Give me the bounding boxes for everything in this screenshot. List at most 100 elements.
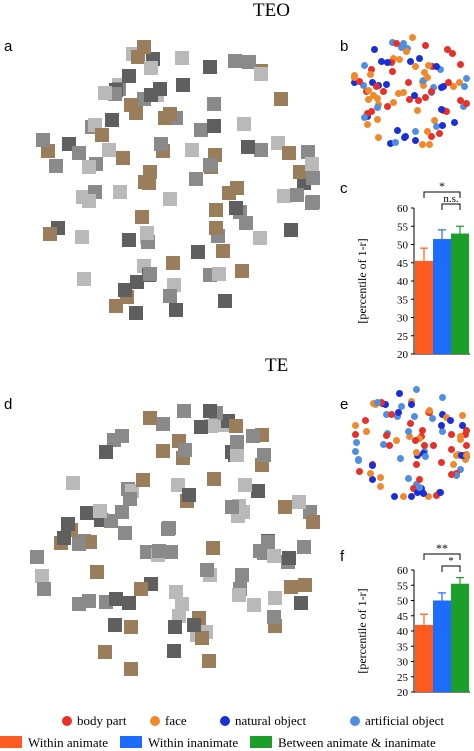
stimulus-dot: [369, 462, 377, 470]
stimulus-dot: [437, 488, 445, 496]
stimulus-thumbnail: [90, 565, 105, 580]
stimulus-dot: [364, 96, 372, 104]
stimulus-dot: [366, 469, 374, 477]
stimulus-thumbnail: [108, 591, 123, 606]
stimulus-dot: [418, 141, 426, 148]
stimulus-thumbnail: [130, 274, 145, 289]
stimulus-thumbnail: [72, 537, 87, 552]
stimulus-thumbnail: [185, 142, 200, 157]
stimulus-thumbnail: [124, 97, 139, 112]
stimulus-thumbnail: [151, 543, 166, 558]
stimulus-dot: [403, 44, 411, 52]
stimulus-dot: [368, 65, 376, 73]
stimulus-dot: [443, 46, 451, 54]
stimulus-thumbnail: [155, 417, 170, 432]
stimulus-dot: [424, 61, 432, 69]
stimulus-thumbnail: [234, 568, 249, 583]
stimulus-dot: [422, 452, 429, 460]
stimulus-dot: [416, 55, 424, 63]
stimulus-dot: [365, 87, 373, 95]
panel-letter-b: b: [340, 38, 349, 55]
stimulus-dot: [368, 79, 376, 87]
stimulus-thumbnail: [229, 419, 244, 434]
stimulus-dot: [428, 414, 436, 422]
stimulus-dot: [397, 403, 405, 411]
stimulus-thumbnail: [144, 88, 159, 103]
stimulus-thumbnail: [267, 590, 282, 605]
stimulus-thumbnail: [193, 419, 208, 434]
stimulus-dot: [387, 411, 395, 419]
stimulus-thumbnail: [252, 231, 267, 246]
y-tick-label: 60: [397, 565, 409, 577]
stimulus-dot: [364, 121, 372, 129]
y-tick-label: 50: [397, 596, 409, 608]
stimulus-thumbnail: [195, 631, 210, 646]
stimulus-dot: [421, 69, 429, 77]
y-axis-label: [percentile of 1-r]: [355, 588, 369, 673]
stimulus-thumbnail: [206, 540, 221, 555]
stimulus-thumbnail: [294, 596, 309, 611]
stimulus-dot: [415, 484, 423, 492]
y-tick-label: 60: [397, 203, 409, 215]
stimulus-thumbnail: [175, 51, 190, 66]
legend-dot-icon: [62, 716, 72, 726]
stimulus-thumbnail: [215, 243, 230, 258]
stimulus-thumbnail: [206, 96, 221, 111]
sig-label-inner: *: [448, 555, 454, 567]
sig-bracket-outer: [423, 191, 461, 198]
stimulus-dot: [380, 441, 388, 449]
bar-2: [451, 583, 469, 692]
stimulus-thumbnail: [203, 404, 218, 419]
legend-dot-icon: [150, 716, 160, 726]
stimulus-thumbnail: [115, 150, 130, 165]
y-tick-label: 50: [397, 240, 409, 252]
chart-svg: [percentile of 1-r] 20 25 30 35 40 45 50 55 60 ***: [355, 541, 470, 699]
mds-thumbnail-cloud-teo: [20, 30, 320, 320]
stimulus-dot: [449, 461, 457, 469]
stimulus-thumbnail: [254, 67, 269, 82]
stimulus-thumbnail: [134, 209, 149, 224]
legend-item-comparison: Between animate & inanimate: [250, 735, 436, 751]
stimulus-dot: [413, 449, 421, 457]
stimulus-dot: [458, 412, 466, 420]
stimulus-thumbnail: [289, 188, 304, 203]
stimulus-dot: [390, 493, 398, 500]
stimulus-thumbnail: [277, 189, 292, 204]
stimulus-thumbnail: [163, 192, 178, 207]
stimulus-dot: [379, 87, 387, 95]
stimulus-thumbnail: [176, 403, 191, 418]
stimulus-dot: [388, 39, 396, 47]
title-teo: TEO: [253, 0, 290, 21]
legend-item-comparison: Within inanimate: [120, 735, 238, 751]
stimulus-thumbnail: [236, 117, 251, 132]
stimulus-dot: [414, 96, 422, 104]
stimulus-dot: [361, 113, 369, 121]
stimulus-dot: [395, 90, 403, 98]
legend-item-category: face: [150, 713, 187, 729]
sig-label-outer: *: [439, 179, 445, 193]
stimulus-thumbnail: [143, 60, 158, 75]
stimulus-dot: [460, 103, 468, 111]
stimulus-dot: [462, 456, 470, 464]
stimulus-dot: [456, 97, 464, 105]
stimulus-dot: [406, 96, 414, 104]
stimulus-thumbnail: [48, 158, 63, 173]
stimulus-dot: [396, 390, 404, 398]
stimulus-thumbnail: [230, 435, 245, 450]
stimulus-thumbnail: [35, 568, 49, 583]
stimulus-dot: [352, 430, 360, 438]
panel-letter-e: e: [340, 396, 349, 413]
stimulus-dot: [389, 99, 397, 107]
y-tick-label: 55: [397, 580, 409, 592]
stimulus-thumbnail: [227, 53, 242, 68]
stimulus-dot: [376, 482, 384, 490]
stimulus-thumbnail: [273, 92, 288, 107]
stimulus-dot: [353, 438, 361, 446]
stimulus-thumbnail: [297, 578, 312, 593]
stimulus-thumbnail: [143, 266, 158, 281]
legend-label: face: [165, 713, 187, 728]
bar-0: [415, 260, 433, 354]
panel-letter-d: d: [4, 396, 13, 413]
stimulus-thumbnail: [106, 432, 121, 447]
stimulus-dot: [350, 78, 358, 86]
